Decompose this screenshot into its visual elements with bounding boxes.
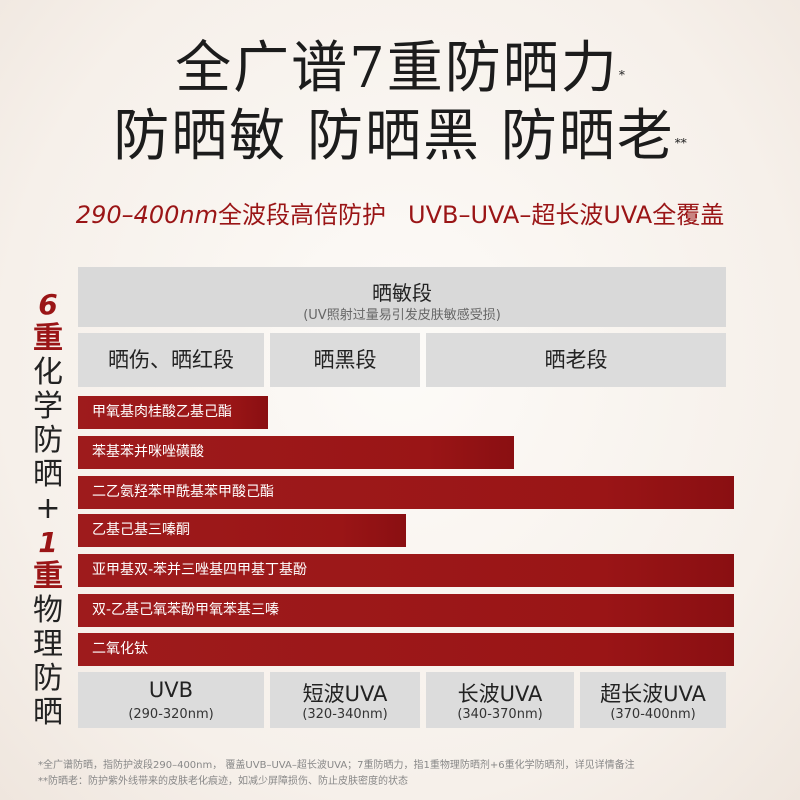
side-vertical-label: 6 重 化 学 防 晒 + 1 重 物 理 防 晒	[28, 288, 68, 730]
side-char: 防	[33, 423, 63, 458]
ingredient-bar: 甲氧基肉桂酸乙基己酯	[78, 396, 268, 429]
sensitive-band: 晒敏段 (UV照射过量易引发皮肤敏感受损)	[78, 267, 726, 327]
ingredient-label: 苯基苯并咪唑磺酸	[92, 444, 204, 460]
headline-primary: 全广谱7重防晒力*	[0, 34, 800, 104]
headline-primary-mark: *	[618, 68, 625, 82]
short-uva-band-name: 短波UVA	[302, 682, 388, 706]
tan-band-label: 晒黑段	[313, 348, 377, 372]
ingredient-label: 二乙氨羟苯甲酰基苯甲酸己酯	[92, 484, 274, 500]
side-number-six: 6	[38, 288, 58, 321]
uvb-band-name: UVB	[148, 678, 194, 702]
long-uva-band: 长波UVA (340-370nm)	[426, 672, 574, 728]
headline-secondary-mark: **	[674, 136, 687, 150]
ingredient-label: 乙基己基三嗪酮	[92, 522, 190, 538]
ingredient-label: 亚甲基双-苯并三唑基四甲基丁基酚	[92, 562, 308, 578]
side-zhong-1: 重	[33, 321, 63, 356]
side-char: 防	[33, 661, 63, 696]
uvb-band-range: (290-320nm)	[128, 707, 214, 722]
ingredient-bar: 苯基苯并咪唑磺酸	[78, 436, 514, 469]
ingredient-bar: 双-乙基己氧苯酚甲氧苯基三嗪	[78, 594, 734, 627]
ingredient-bar: 二氧化钛	[78, 633, 734, 666]
side-number-one: 1	[38, 526, 58, 559]
spectrum-subline: 290–400nm全波段高倍防护 UVB–UVA–超长波UVA全覆盖	[0, 195, 800, 230]
burn-band: 晒伤、晒红段	[78, 333, 264, 387]
ultra-long-uva-band: 超长波UVA (370-400nm)	[580, 672, 726, 728]
side-char: 物	[33, 593, 63, 628]
long-uva-band-range: (340-370nm)	[457, 707, 543, 722]
ultra-long-uva-band-range: (370-400nm)	[610, 707, 696, 722]
sensitive-band-label: 晒敏段	[372, 281, 432, 305]
aging-band: 晒老段	[426, 333, 726, 387]
sensitive-band-sublabel: (UV照射过量易引发皮肤敏感受损)	[303, 308, 501, 323]
ingredient-bar: 乙基己基三嗪酮	[78, 514, 406, 547]
footnote-spectrum: *全广谱防晒，指防护波段290–400nm， 覆盖UVB–UVA–超长波UVA；…	[38, 760, 635, 771]
ingredient-bar: 二乙氨羟苯甲酰基苯甲酸己酯	[78, 476, 734, 509]
short-uva-band: 短波UVA (320-340nm)	[270, 672, 420, 728]
headline-secondary-text: 防晒敏 防晒黑 防晒老	[113, 104, 675, 169]
ingredient-bar: 亚甲基双-苯并三唑基四甲基丁基酚	[78, 554, 734, 587]
tan-band: 晒黑段	[270, 333, 420, 387]
ingredient-label: 双-乙基己氧苯酚甲氧苯基三嗪	[92, 602, 280, 618]
aging-band-label: 晒老段	[544, 348, 608, 372]
side-char: 晒	[33, 457, 63, 492]
short-uva-band-range: (320-340nm)	[302, 707, 388, 722]
side-char: 晒	[33, 695, 63, 730]
side-zhong-2: 重	[33, 559, 63, 594]
side-plus: +	[35, 491, 61, 526]
long-uva-band-name: 长波UVA	[457, 682, 543, 706]
ingredient-label: 二氧化钛	[92, 641, 148, 657]
headline-primary-text: 全广谱7重防晒力	[175, 36, 619, 101]
burn-band-label: 晒伤、晒红段	[108, 348, 234, 372]
spectrum-coverage: UVB–UVA–超长波UVA全覆盖	[408, 201, 725, 229]
uvb-band: UVB (290-320nm)	[78, 672, 264, 728]
side-char: 化	[33, 355, 63, 390]
ingredient-label: 甲氧基肉桂酸乙基己酯	[92, 404, 232, 420]
ultra-long-uva-band-name: 超长波UVA	[600, 682, 706, 706]
side-char: 理	[33, 627, 63, 662]
headline-secondary: 防晒敏 防晒黑 防晒老**	[0, 100, 800, 174]
spectrum-desc: 全波段高倍防护	[218, 201, 387, 229]
side-char: 学	[33, 389, 63, 424]
spectrum-range: 290–400nm	[75, 201, 219, 229]
footnote-aging: **防晒老：防护紫外线带来的皮肤老化痕迹，如减少屏障损伤、防止皮肤密度的状态	[38, 776, 408, 787]
